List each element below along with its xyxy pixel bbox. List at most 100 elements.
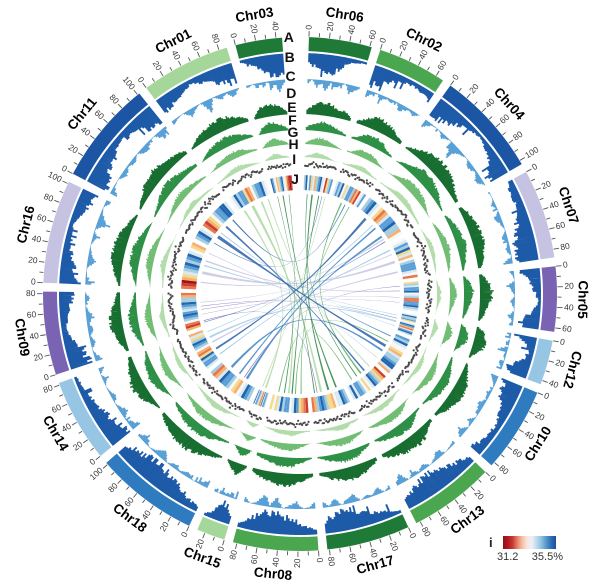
scatter-point <box>369 181 372 184</box>
heatmap-segment <box>257 391 264 406</box>
axis-tick <box>553 340 559 343</box>
scatter-point <box>284 165 287 169</box>
heatmap-segment <box>383 223 398 235</box>
track-I-heatmap <box>180 175 420 414</box>
scatter-point <box>396 377 399 380</box>
scatter-point <box>189 223 192 226</box>
heatmap-segment <box>203 354 217 366</box>
heatmap-segment <box>401 266 417 273</box>
scatter-point <box>228 406 231 409</box>
track-D-Chr18 <box>161 412 223 459</box>
heatmap-segment <box>181 299 197 303</box>
scatter-point <box>406 224 409 227</box>
chromosome-label-Chr08: Chr08 <box>253 564 293 583</box>
scatter-point <box>405 214 408 217</box>
scatter-point <box>269 167 272 170</box>
track-C-Chr17 <box>322 485 391 508</box>
scatter-point <box>365 400 368 403</box>
scatter-point <box>169 309 172 312</box>
scatter-point <box>336 415 339 418</box>
track-F-Chr09 <box>144 292 158 342</box>
track-G-Chr09 <box>159 292 170 338</box>
track-B-Chr09 <box>59 291 93 370</box>
track-C-Chr05 <box>506 270 515 326</box>
track-letter-H: H <box>288 136 298 152</box>
track-F-Chr04 <box>387 172 430 219</box>
scatter-point <box>266 416 269 419</box>
scatter-point <box>430 298 433 301</box>
heatmap-segment <box>356 194 367 208</box>
scatter-point <box>183 354 187 357</box>
scatter-point <box>173 267 176 270</box>
heatmap-segment <box>322 177 328 193</box>
axis-tick <box>454 499 459 505</box>
scatter-point <box>227 400 231 403</box>
heatmap-segment <box>193 339 208 349</box>
axis-tick <box>222 539 225 546</box>
heatmap-segment <box>354 381 365 396</box>
track-B-Chr17 <box>324 503 402 534</box>
heatmap-segment <box>399 322 415 329</box>
scatter-point <box>312 161 315 164</box>
heatmap-segment <box>200 350 215 362</box>
heatmap-segment <box>358 378 369 393</box>
heatmap-segment <box>208 215 222 228</box>
axis-tick <box>186 526 190 532</box>
chromosome-label-Chr06: Chr06 <box>325 4 366 25</box>
link-ribbon-Chr06-Chr08 <box>291 195 320 394</box>
tick-label: 20 <box>540 178 553 191</box>
track-C-Chr08 <box>243 495 316 509</box>
scatter-point <box>209 202 212 205</box>
tick-label: 20 <box>325 21 336 32</box>
tick-label: 20 <box>564 281 574 291</box>
heatmap-segment <box>367 372 379 385</box>
axis-tick <box>59 190 64 194</box>
track-D-Chr01 <box>191 115 249 150</box>
track-letter-C: C <box>285 68 295 84</box>
heatmap-segment <box>342 185 351 200</box>
scatter-point <box>179 244 183 247</box>
heatmap-segment <box>368 370 381 384</box>
scatter-point <box>210 386 213 389</box>
scatter-point <box>172 264 175 267</box>
axis-tick <box>177 521 181 526</box>
heatmap-segment <box>337 183 345 198</box>
scatter-point <box>231 181 235 184</box>
heatmap-segment <box>402 274 418 280</box>
heatmap-segment <box>398 326 414 333</box>
scatter-point <box>427 290 430 293</box>
heatmap-segment <box>251 184 260 200</box>
tick-label: 40 <box>417 48 430 61</box>
heatmap-segment <box>324 178 330 194</box>
chromosome-ideogram-Chr10 <box>481 387 538 466</box>
axis-tick <box>38 261 45 263</box>
scatter-point <box>174 252 178 255</box>
track-D-Chr10 <box>434 363 469 416</box>
axis-tick <box>513 437 517 441</box>
scatter-point <box>422 252 425 255</box>
scatter-point <box>236 406 239 409</box>
scatter-point <box>368 401 371 405</box>
heatmap-segment <box>384 353 398 364</box>
scatter-point <box>231 183 234 186</box>
heatmap-segment <box>380 218 395 231</box>
axis-tick <box>507 446 513 451</box>
track-C-Chr03 <box>246 79 286 93</box>
heatmap-segment <box>258 181 267 197</box>
track-D-Chr03 <box>254 103 288 120</box>
track-F-Chr07 <box>432 222 451 273</box>
scatter-point <box>224 396 227 399</box>
chromosome-ideogram-Chr02 <box>375 49 443 93</box>
heatmap-segment <box>243 385 253 401</box>
scatter-point <box>422 258 425 261</box>
heatmap-segment <box>223 201 235 215</box>
chromosome-ideogram-Chr15 <box>197 516 229 540</box>
axis-tick <box>339 548 341 553</box>
scatter-point <box>365 179 368 182</box>
scatter-point <box>427 283 430 286</box>
scatter-point <box>281 166 284 169</box>
scatter-point <box>407 220 410 224</box>
heatmap-segment <box>305 175 308 191</box>
tick-label: 60 <box>366 29 378 41</box>
axis-tick <box>470 486 475 491</box>
